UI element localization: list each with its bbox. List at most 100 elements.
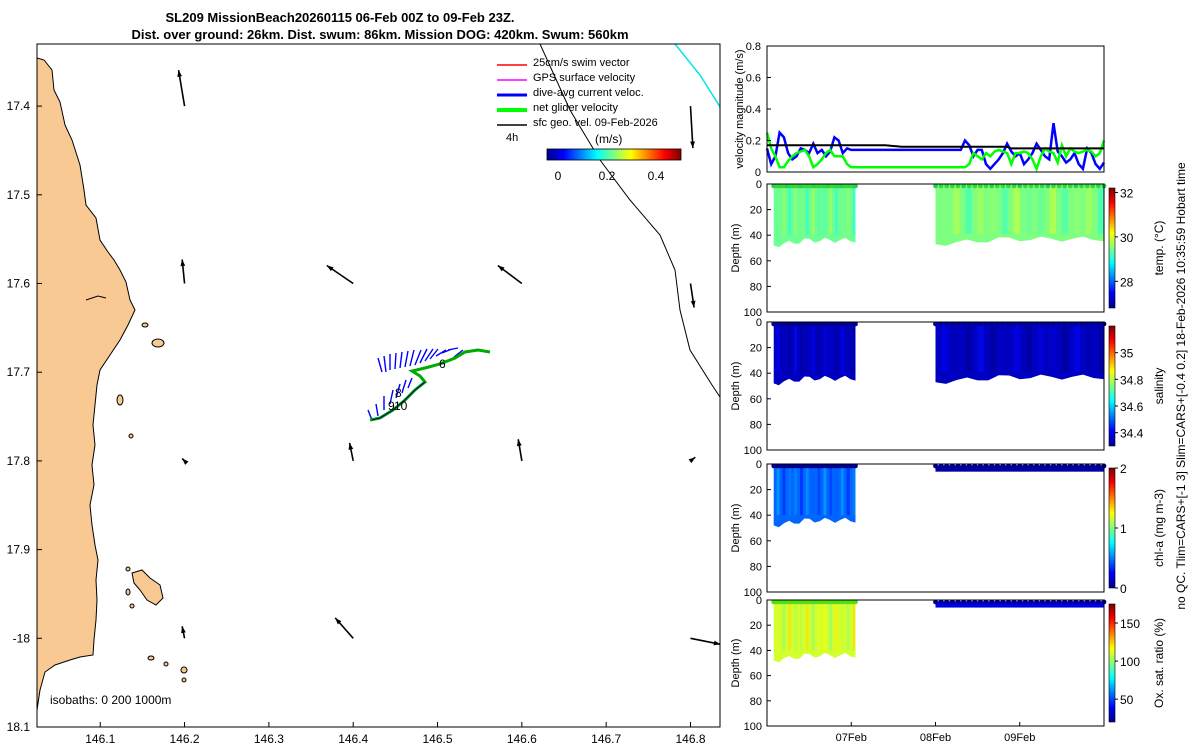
oxygen-surface-dot [978,599,983,605]
temperature-surface-dot [1051,183,1056,189]
temperature-texture [1025,187,1032,234]
salinity-texture [788,325,792,374]
salinity-surface-dot [1096,321,1101,327]
temperature-surface-dot [989,183,995,189]
temperature-surface-dot [994,183,1000,189]
temperature-colorbar-label: temp. (°C) [1152,221,1166,276]
oxygen-surface-dot [1090,599,1096,605]
track-label-6: 6 [439,357,446,371]
salinity-texture [1037,325,1044,372]
map-y-tick-label: 17.5 [7,188,31,202]
salinity-texture [823,325,827,374]
chlorophyll-axes-box [766,463,1105,593]
temperature-surface-dot [1000,183,1006,189]
salinity-texture [840,325,844,374]
chlorophyll-surface-dot [944,463,950,469]
oxygen-colorbar [1108,603,1116,723]
chlorophyll-texture [817,467,821,516]
oxygen-texture [800,603,803,651]
oxygen-section-1 [935,601,1104,608]
salinity-surface-dot [983,321,989,327]
chlorophyll-surface-dot [1011,463,1017,469]
current-vector [348,442,354,462]
temperature-surface-dot [1028,183,1034,189]
chlorophyll-surface-dot [961,463,966,469]
salinity-axes-box [766,321,1105,451]
temperature-y-tick-label: 0 [756,179,762,191]
temperature-surface-dot [966,183,972,189]
temperature-surface-dot [1056,183,1062,189]
chlorophyll-texture [835,467,838,516]
oxygen-y-tick-label: 80 [750,696,762,708]
salinity-surface-dot [1084,321,1090,327]
chlorophyll-surface-dot [1084,463,1090,469]
current-vector [516,439,523,462]
map-x-tick-label: 146.3 [254,732,284,746]
salinity-surface-dot [1079,321,1084,327]
current-vector [326,264,354,285]
chlorophyll-surface-dot [950,463,955,469]
oxygen-surface-dot [1006,599,1011,605]
salinity-surface-dot [853,321,858,327]
map-y-tick-label: 17.9 [7,543,31,557]
salinity-ylabel: Depth (m) [730,362,742,411]
salinity-surface-dot [1039,321,1045,327]
salinity-surface-dot [972,321,978,327]
oxygen-surface-dot [1079,599,1084,605]
vector-head [713,640,721,646]
temperature-texture [829,187,833,236]
temperature-colorbar-tick-label: 28 [1120,275,1134,289]
oxygen-surface-dot [1034,599,1039,605]
colorbar-tick-02: 0.2 [599,169,616,183]
map-x-axis: 146.1 146.2 146.3 146.4 146.5 146.6 146.7 146.8 [85,722,706,746]
temperature-texture [1061,187,1068,234]
current-vector [180,259,186,284]
temperature-texture [1037,187,1044,234]
chlorophyll-ylabel: Depth (m) [730,504,742,553]
chart-title-line2: Dist. over ground: 26km. Dist. swum: 86k… [131,27,628,42]
chlorophyll-surface-dot [983,463,989,469]
oxygen-colorbar-tick-label: 150 [1120,617,1140,631]
colorbar-tick-04: 0.4 [648,169,665,183]
map-x-tick-label: 146.5 [423,732,453,746]
map-y-tick-label: 17.7 [7,365,31,379]
oxygen-colorbar-tick-label: 100 [1120,655,1140,669]
legend-label-dive: dive-avg current veloc. [533,87,644,99]
salinity-surface-dot [1017,321,1023,327]
current-vector [688,456,696,464]
legend-item-swim-vector: 25cm/s swim vector [497,57,630,69]
chlorophyll-surface-dot [1062,463,1068,469]
legend-item-gps-velocity: GPS surface velocity [497,72,636,84]
salinity-texture [805,325,809,374]
salinity-surface-dot [1034,321,1039,327]
temperature-surface-dot [944,183,950,189]
island-1 [141,322,149,328]
island-5 [125,566,131,572]
salinity-texture [811,325,815,374]
salinity-texture [977,325,984,372]
chlorophyll-y-tick-label: 80 [750,561,762,573]
temperature-texture [817,187,821,236]
map-x-tick-label: 146.4 [338,732,368,746]
island-3 [116,394,124,406]
current-vector [497,264,523,285]
temperature-texture [1049,187,1056,234]
oxygen-y-tick-label: 0 [756,595,762,607]
chlorophyll-surface-dot [989,463,995,469]
salinity-texture [782,325,786,374]
oxygen-surface-dot [1017,599,1023,605]
oxygen-y-tick-label: 100 [744,721,762,733]
chlorophyll-colorbar-tick-label: 0 [1120,582,1127,596]
salinity-colorbar-tick-label: 35 [1120,347,1134,361]
temperature-surface-dot [1079,183,1084,189]
salinity-colorbar [1108,325,1116,447]
salinity-texture [800,325,803,374]
oxygen-y-tick-label: 20 [750,620,762,632]
chlorophyll-surface-dot [994,463,1000,469]
chlorophyll-surface-dot [1034,463,1039,469]
oxygen-surface-dot [994,599,1000,605]
salinity-texture [846,325,850,374]
oxygen-surface-dot [1056,599,1062,605]
